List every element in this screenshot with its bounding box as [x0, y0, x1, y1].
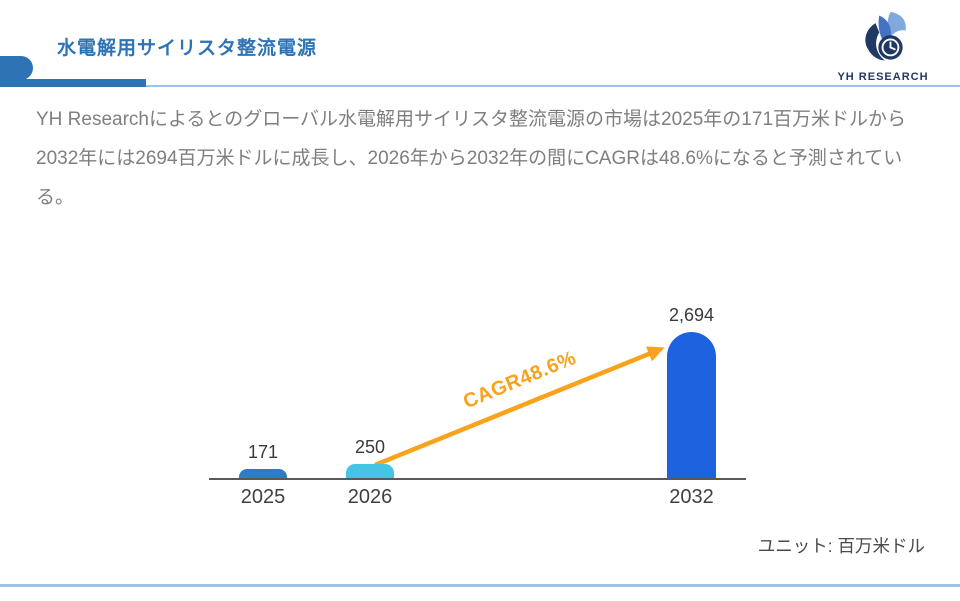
bar-rect — [667, 332, 716, 478]
footer-divider — [0, 584, 960, 587]
logo-text: YH RESEARCH — [837, 71, 929, 83]
yh-research-logo-icon — [865, 11, 906, 61]
x-axis-label-2026: 2026 — [347, 486, 393, 508]
header-underline-accent — [0, 79, 146, 87]
bar-rect — [239, 469, 287, 478]
bar-2025: 171 — [239, 442, 287, 478]
bar-2026: 250 — [346, 437, 394, 478]
summary-text: YH Researchによるとのグローバル水電解用サイリスタ整流電源の市場は20… — [36, 109, 907, 208]
unit-label: ユニット: 百万米ドル — [757, 536, 925, 556]
bar-value-label: 250 — [354, 437, 386, 457]
page-title: 水電解用サイリスタ整流電源 — [57, 38, 318, 59]
market-chart: 171 250 2,694 CAGR48.6% 2025 2026 2032 — [180, 285, 780, 555]
bar-rect — [346, 464, 394, 478]
x-axis-line — [209, 478, 746, 480]
logo: YH RESEARCH — [828, 10, 938, 83]
x-axis-label-2032: 2032 — [669, 486, 714, 508]
bar-value-label: 2,694 — [668, 305, 715, 325]
header-accent-shape — [0, 56, 33, 80]
x-axis-label-2025: 2025 — [240, 486, 286, 508]
cagr-label: CAGR48.6% — [460, 346, 580, 414]
bar-2032: 2,694 — [667, 305, 716, 478]
bar-value-label: 171 — [247, 442, 279, 462]
header-underline — [0, 85, 960, 87]
